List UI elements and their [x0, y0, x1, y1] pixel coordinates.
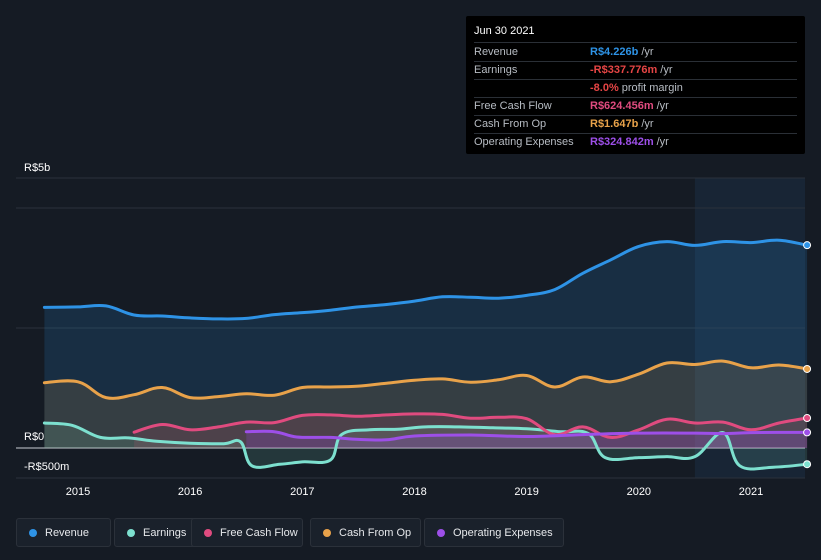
tooltip-row-label: Free Cash Flow: [474, 100, 552, 112]
tooltip-row-value: -R$337.776m: [590, 64, 658, 76]
legend-dot-icon: [323, 528, 331, 537]
operating-expenses-end-point: [803, 428, 812, 437]
legend-dot-icon: [437, 528, 445, 537]
x-tick-label-2016: 2016: [178, 486, 202, 498]
tooltip-row: Operating Expenses R$324.842m/yr: [474, 134, 797, 151]
tooltip-row-value: -8.0%: [590, 82, 619, 94]
legend-dot-icon: [127, 528, 135, 537]
tooltip-row: -8.0% profit margin: [474, 80, 797, 98]
free-cash-flow-end-point: [803, 414, 812, 423]
legend-label: Cash From Op: [339, 526, 412, 539]
legend-item-revenue[interactable]: Revenue: [16, 518, 111, 547]
x-tick-label-2015: 2015: [66, 486, 90, 498]
x-tick-label-2021: 2021: [739, 486, 763, 498]
legend-label: Operating Expenses: [453, 526, 553, 539]
earnings-area: [44, 423, 808, 470]
tooltip-row-value: R$324.842m: [590, 136, 654, 148]
tooltip-row-label: Revenue: [474, 46, 519, 58]
tooltip-row-value: R$1.647b: [590, 118, 639, 130]
tooltip: Jun 30 2021 Revenue R$4.226b/yr Earnings -R…: [466, 16, 805, 154]
x-tick-label-2020: 2020: [627, 486, 651, 498]
revenue-end-point: [803, 241, 812, 250]
legend-dot-icon: [204, 528, 212, 537]
tooltip-row: Earnings -R$337.776m/yr: [474, 62, 797, 80]
tooltip-row: Revenue R$4.226b/yr: [474, 44, 797, 62]
x-tick-label-2017: 2017: [290, 486, 314, 498]
tooltip-row-value: R$4.226b: [590, 46, 639, 58]
tooltip-row-label: Operating Expenses: [474, 136, 574, 148]
y-tick-label-zero: R$0: [24, 431, 44, 443]
tooltip-row-unit: /yr: [656, 136, 669, 148]
tooltip-row: Free Cash Flow R$624.456m/yr: [474, 98, 797, 116]
legend-item-cash-from-op[interactable]: Cash From Op: [310, 518, 421, 547]
cash-from-op-area: [44, 361, 808, 448]
operating-expenses-line: [244, 429, 809, 442]
tooltip-row-unit: /yr: [656, 100, 669, 112]
operating-expenses-area: [246, 431, 808, 448]
tooltip-row-label: Earnings: [474, 64, 518, 76]
tooltip-row-value: R$624.456m: [590, 100, 654, 112]
revenue-line: [42, 238, 809, 321]
tooltip-row-unit: /yr: [660, 64, 673, 76]
x-tick-label-2018: 2018: [402, 486, 426, 498]
legend-item-free-cash-flow[interactable]: Free Cash Flow: [191, 518, 303, 547]
legend-label: Revenue: [45, 526, 90, 539]
y-tick-label-top: R$5b: [24, 162, 50, 174]
tooltip-row-label: Cash From Op: [474, 118, 547, 130]
tooltip-row-unit: profit margin: [621, 82, 683, 94]
legend-label: Earnings: [143, 526, 187, 539]
free-cash-flow-area: [134, 413, 808, 448]
tooltip-row-unit: /yr: [641, 46, 654, 58]
legend-item-earnings[interactable]: Earnings: [114, 518, 204, 547]
y-tick-label-bottom: -R$500m: [24, 461, 69, 473]
tooltip-row-label: [474, 80, 590, 97]
free-cash-flow-line: [132, 412, 809, 439]
legend-label: Free Cash Flow: [220, 526, 298, 539]
x-tick-label-2019: 2019: [514, 486, 538, 498]
legend-item-operating-expenses[interactable]: Operating Expenses: [424, 518, 564, 547]
earnings-line: [42, 421, 809, 471]
earnings-end-point: [803, 460, 812, 469]
tooltip-row: Cash From Op R$1.647b/yr: [474, 116, 797, 134]
tooltip-row-unit: /yr: [641, 118, 654, 130]
legend-dot-icon: [29, 528, 37, 537]
cash-from-op-line: [42, 359, 809, 400]
cash-from-op-end-point: [803, 364, 812, 373]
tooltip-date: Jun 30 2021: [474, 24, 797, 43]
